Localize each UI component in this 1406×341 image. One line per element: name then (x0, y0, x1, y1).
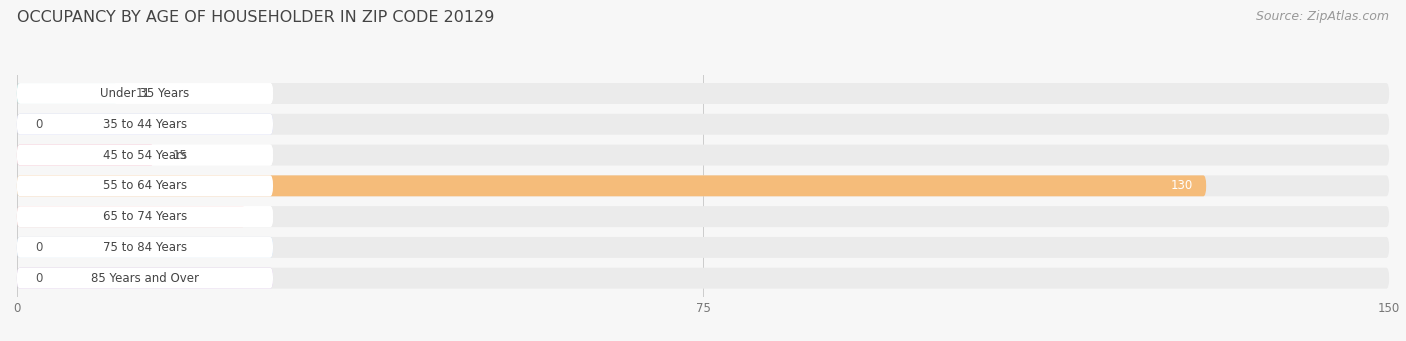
FancyBboxPatch shape (17, 175, 1206, 196)
FancyBboxPatch shape (17, 83, 1389, 104)
FancyBboxPatch shape (17, 175, 1389, 196)
FancyBboxPatch shape (17, 237, 273, 258)
FancyBboxPatch shape (17, 268, 273, 289)
Text: 75 to 84 Years: 75 to 84 Years (103, 241, 187, 254)
Text: 65 to 74 Years: 65 to 74 Years (103, 210, 187, 223)
Text: 0: 0 (35, 241, 42, 254)
FancyBboxPatch shape (17, 268, 273, 289)
FancyBboxPatch shape (17, 206, 246, 227)
FancyBboxPatch shape (17, 206, 1389, 227)
FancyBboxPatch shape (17, 145, 155, 165)
FancyBboxPatch shape (17, 268, 273, 289)
FancyBboxPatch shape (17, 114, 273, 135)
Text: 55 to 64 Years: 55 to 64 Years (103, 179, 187, 192)
FancyBboxPatch shape (17, 206, 273, 227)
FancyBboxPatch shape (17, 145, 273, 165)
Text: 25: 25 (217, 210, 232, 223)
FancyBboxPatch shape (17, 114, 1389, 135)
FancyBboxPatch shape (17, 145, 1389, 165)
Text: OCCUPANCY BY AGE OF HOUSEHOLDER IN ZIP CODE 20129: OCCUPANCY BY AGE OF HOUSEHOLDER IN ZIP C… (17, 10, 495, 25)
Text: 11: 11 (136, 87, 150, 100)
Text: 85 Years and Over: 85 Years and Over (91, 272, 200, 285)
Text: 0: 0 (35, 272, 42, 285)
FancyBboxPatch shape (17, 175, 273, 196)
Text: 0: 0 (35, 118, 42, 131)
FancyBboxPatch shape (17, 237, 273, 258)
FancyBboxPatch shape (17, 83, 118, 104)
FancyBboxPatch shape (17, 206, 273, 227)
FancyBboxPatch shape (17, 114, 273, 135)
Text: 35 to 44 Years: 35 to 44 Years (103, 118, 187, 131)
FancyBboxPatch shape (17, 237, 273, 258)
Text: Under 35 Years: Under 35 Years (100, 87, 190, 100)
FancyBboxPatch shape (17, 83, 273, 104)
FancyBboxPatch shape (17, 268, 1389, 289)
Text: 130: 130 (1170, 179, 1192, 192)
FancyBboxPatch shape (17, 237, 1389, 258)
FancyBboxPatch shape (17, 83, 273, 104)
FancyBboxPatch shape (17, 145, 273, 165)
Text: 15: 15 (173, 149, 187, 162)
Text: 45 to 54 Years: 45 to 54 Years (103, 149, 187, 162)
FancyBboxPatch shape (17, 175, 273, 196)
FancyBboxPatch shape (17, 114, 273, 135)
Text: Source: ZipAtlas.com: Source: ZipAtlas.com (1256, 10, 1389, 23)
